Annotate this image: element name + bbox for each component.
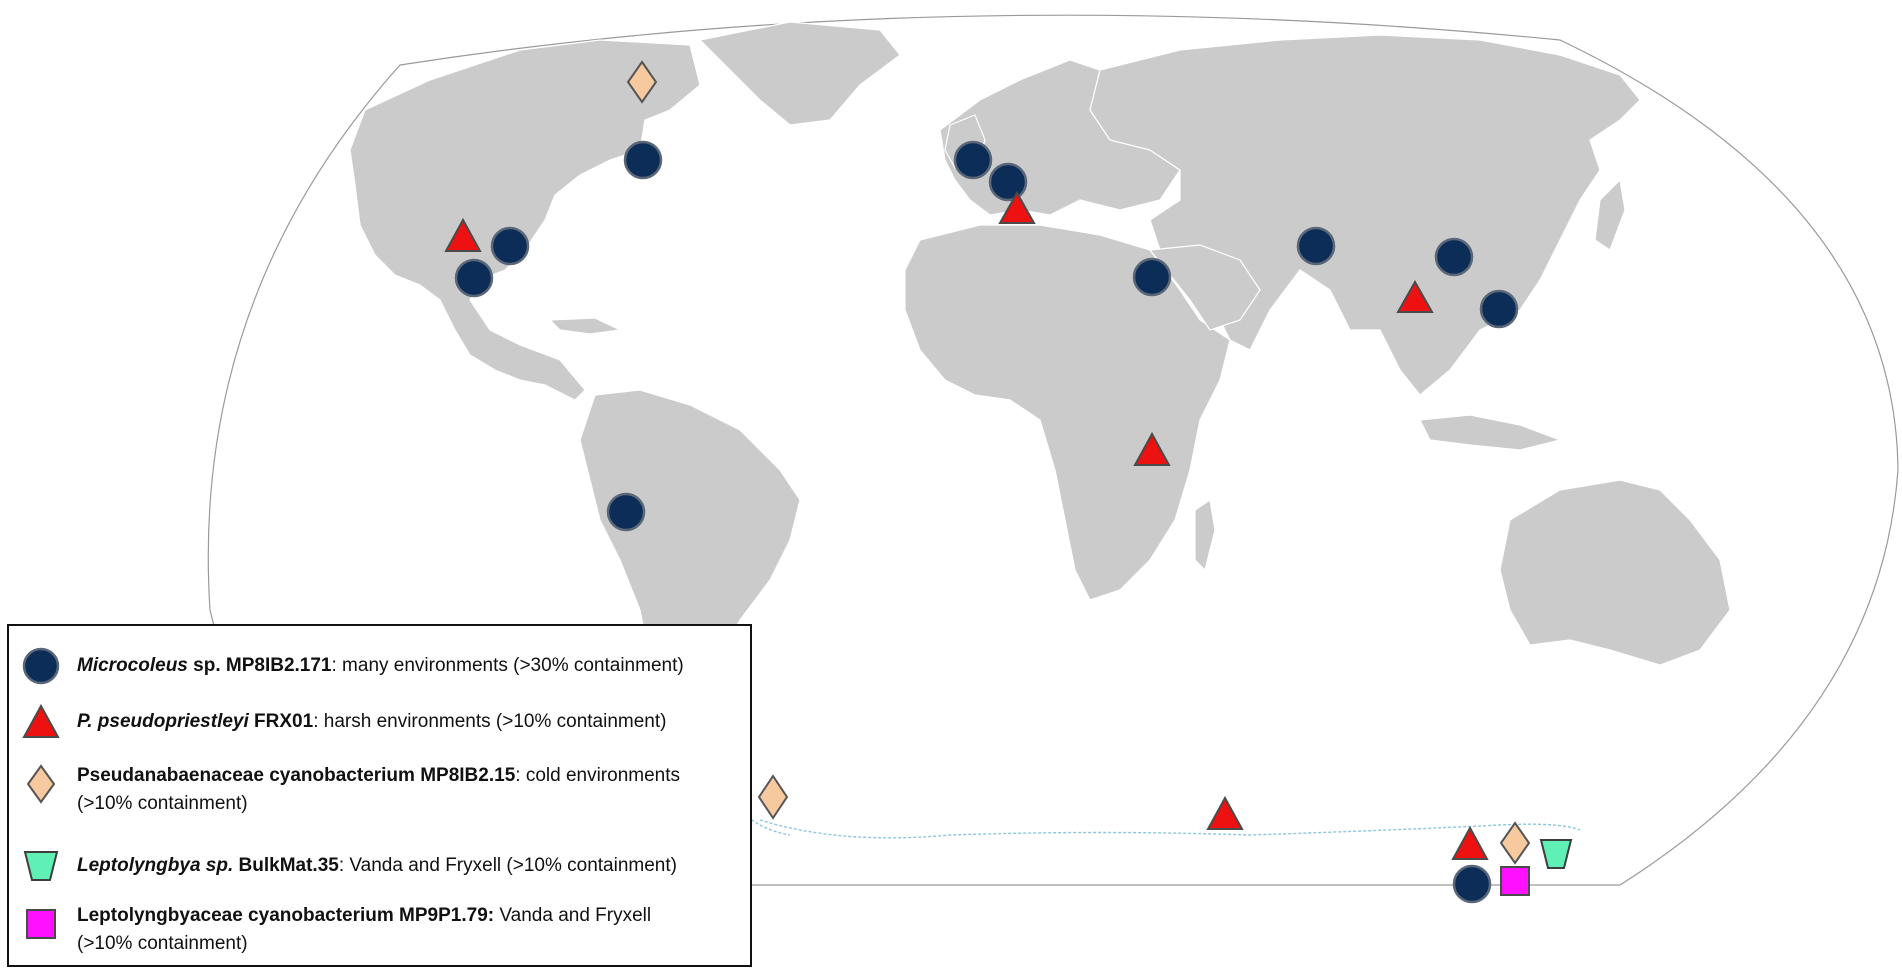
caribbean <box>548 317 623 335</box>
marker-leptolyngbya-victoria-land <box>1539 839 1573 869</box>
legend-item-microcoleus: Microcoleus sp. MP8IB2.171: many environ… <box>21 646 717 686</box>
square-marker-icon <box>26 909 56 939</box>
legend-item-leptolyngbya: Leptolyngbya sp. BulkMat.35: Vanda and F… <box>21 846 717 886</box>
marker-pseudopriestleyi-east-africa <box>1133 431 1171 466</box>
legend-label: Pseudanabaenaceae cyanobacterium MP8IB2.… <box>77 765 681 814</box>
legend-label: P. pseudopriestleyi FRX01: harsh environ… <box>77 711 667 732</box>
marker-microcoleus-central-europe <box>988 162 1028 202</box>
triangle-marker-icon <box>22 703 60 738</box>
marker-microcoleus-central-asia <box>1296 226 1336 266</box>
circle-marker-icon <box>22 647 60 685</box>
indonesia <box>1419 414 1563 451</box>
antarctic-peninsula-coast <box>739 809 791 836</box>
map-legend: Microcoleus sp. MP8IB2.171: many environ… <box>7 624 752 967</box>
arabia <box>1148 244 1261 331</box>
marker-pseudopriestleyi-himalaya <box>1396 279 1434 313</box>
marker-pseudopriestleyi-victoria-land <box>1451 825 1489 860</box>
madagascar <box>1194 498 1216 572</box>
marker-microcoleus-socal <box>454 258 494 298</box>
legend-item-pseudanabaenaceae: Pseudanabaenaceae cyanobacterium MP8IB2.… <box>21 764 717 818</box>
marker-pseudanabaenaceae-arctic <box>626 60 658 104</box>
marker-microcoleus-central-china <box>1434 237 1474 277</box>
marker-pseudopriestleyi-california <box>444 217 482 252</box>
japan <box>1594 178 1626 251</box>
legend-item-pseudopriestleyi: P. pseudopriestleyi FRX01: harsh environ… <box>21 702 717 742</box>
marker-microcoleus-great-basin <box>490 226 530 266</box>
map-markers <box>444 60 1573 904</box>
marker-pseudanabaenaceae-peninsula <box>757 774 789 820</box>
north-america <box>349 39 701 401</box>
legend-item-leptolyngbyaceae: Leptolyngbyaceae cyanobacterium MP9P1.79… <box>21 904 717 958</box>
legend-label: Microcoleus sp. MP8IB2.171: many environ… <box>77 655 684 676</box>
marker-leptolyngbyaceae-victoria-land <box>1500 866 1530 896</box>
marker-pseudopriestleyi-france <box>998 190 1036 224</box>
marker-pseudopriestleyi-east-antarctica <box>1206 795 1244 830</box>
antarctic-coastline <box>759 819 1581 839</box>
marker-microcoleus-great-lakes <box>623 140 663 180</box>
diamond-marker-icon <box>26 764 56 804</box>
legend-label: Leptolyngbyaceae cyanobacterium MP9P1.79… <box>77 905 652 954</box>
trapezoid-marker-icon <box>23 851 59 881</box>
marker-microcoleus-levant <box>1132 257 1172 297</box>
australia <box>1499 479 1731 666</box>
marker-microcoleus-south-china <box>1479 289 1519 329</box>
marker-microcoleus-peru <box>606 492 646 532</box>
marker-microcoleus-british-isles <box>953 140 993 180</box>
legend-label: Leptolyngbya sp. BulkMat.35: Vanda and F… <box>77 855 677 876</box>
marker-microcoleus-victoria-land <box>1452 864 1492 904</box>
landmasses <box>349 21 1731 839</box>
marker-pseudanabaenaceae-victoria-land <box>1499 821 1531 865</box>
greenland <box>698 21 901 126</box>
